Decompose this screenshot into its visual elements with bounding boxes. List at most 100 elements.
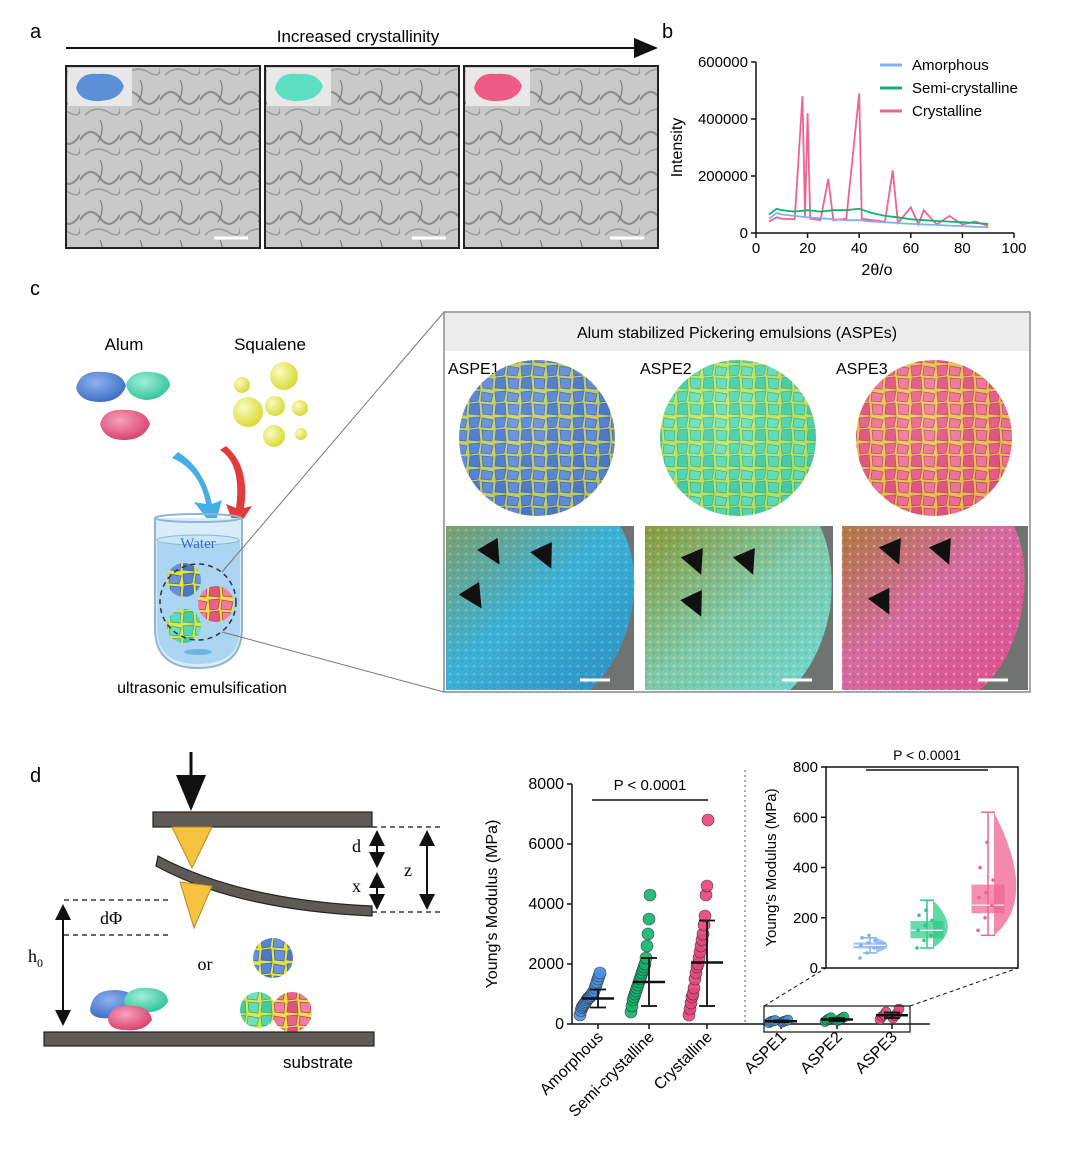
tem-image-crystalline: [463, 65, 659, 249]
squalene-droplets: [233, 362, 308, 447]
significance-label: P < 0.0001: [893, 747, 961, 763]
panel-label-c: c: [30, 278, 40, 300]
data-point: [991, 878, 995, 882]
xrd-chart: 0 200000 400000 600000 0 20 40 60 80 100 2θ/o Inten…: [669, 54, 1027, 279]
schematic-alum-particles: [90, 987, 168, 1031]
legend-entry: Crystalline: [912, 103, 982, 120]
data-point: [977, 895, 981, 900]
inset-link-right: [909, 967, 1019, 1007]
x-tick-label: ASPE1: [741, 1029, 790, 1078]
y-tick-label: 400: [793, 860, 818, 877]
z-label: z: [404, 860, 412, 880]
substrate: [43, 1031, 375, 1047]
top-tip: [171, 826, 213, 870]
aspe1-sphere: [459, 360, 615, 516]
data-point: [867, 933, 871, 938]
alum-particles: [76, 371, 170, 440]
blue-curved-arrow: [172, 452, 222, 528]
data-point: [873, 938, 877, 943]
h0-subscript: 0: [37, 956, 43, 970]
x-tick-label: 0: [752, 240, 760, 257]
y-tick-label: 8000: [528, 776, 564, 793]
y-tick-label: 600000: [698, 54, 748, 71]
data-point: [923, 923, 927, 928]
panel-label-b: b: [662, 21, 673, 43]
bottom-tip: [179, 881, 213, 930]
aspe2-label: ASPE2: [640, 361, 692, 378]
test-tube: Water: [154, 513, 243, 670]
data-point: [916, 928, 920, 933]
box: [910, 921, 944, 939]
data-point: [915, 946, 919, 950]
y-tick-label: 800: [793, 759, 818, 776]
panel-d-schematic: d x z dΦ h0 or substrate: [28, 752, 440, 1072]
inset-zoom-box: [763, 1005, 911, 1033]
data-point: [985, 840, 989, 845]
data-point: [700, 879, 714, 893]
box: [971, 884, 1005, 914]
semi-crystalline-alum-icon: [275, 73, 323, 102]
aspe3-label: ASPE3: [836, 361, 888, 378]
tem-image-semi-crystalline: [264, 65, 460, 249]
sem-image-aspe2: [645, 526, 833, 690]
series-line-crystalline: [768, 93, 989, 227]
y-axis-label: Young's Modulus (MPa): [763, 788, 780, 946]
inset-link-left: [763, 967, 827, 1007]
data-point: [642, 912, 656, 926]
amorphous-alum-icon: [76, 73, 124, 102]
y-tick-label: 600: [793, 809, 818, 826]
y-tick-label: 0: [740, 225, 748, 242]
y-axis-label: Young's Modulus (MPa): [484, 820, 501, 989]
panel-label-d: d: [30, 765, 41, 787]
y-tick-label: 2000: [528, 956, 564, 973]
data-point: [976, 928, 980, 933]
crystalline-alum-icon: [474, 73, 522, 102]
tem-image-amorphous: [65, 65, 261, 249]
data-point: [929, 933, 933, 938]
alum-label: Alum: [105, 335, 144, 354]
data-point: [698, 909, 712, 923]
x-label: x: [352, 876, 361, 896]
x-tick-label: ASPE3: [852, 1029, 901, 1078]
data-point: [701, 813, 715, 827]
data-point: [865, 951, 869, 955]
data-point: [641, 927, 655, 941]
data-point: [917, 913, 921, 918]
x-tick-label: ASPE2: [797, 1029, 846, 1078]
y-tick-label: 400000: [698, 111, 748, 128]
data-point: [640, 939, 654, 953]
x-tick-label: 100: [1001, 240, 1026, 257]
data-point: [872, 946, 876, 950]
series-line-semi-crystalline: [768, 207, 989, 225]
y-tick-label: 0: [555, 1016, 564, 1033]
water-label: Water: [180, 536, 215, 552]
youngs-modulus-inset: 0 200 400 600 800 Young's Modulus (MPa) P < 0.…: [763, 747, 1019, 977]
x-tick-label: 20: [799, 240, 816, 257]
or-label: or: [198, 954, 213, 974]
legend-entry: Amorphous: [912, 57, 989, 74]
crystallinity-label: Increased crystallinity: [277, 27, 440, 46]
data-point: [984, 890, 988, 895]
data-point: [930, 918, 934, 923]
aspe-box-title: Alum stabilized Pickering emulsions (ASP…: [577, 325, 897, 342]
panel-a: Increased crystallinity: [65, 27, 659, 249]
aspe2-sphere: [660, 360, 816, 516]
y-tick-label: 4000: [528, 896, 564, 913]
zoom-line-bottom: [221, 631, 445, 693]
process-label: ultrasonic emulsification: [117, 680, 287, 697]
aspe-box: Alum stabilized Pickering emulsions (ASP…: [443, 311, 1031, 693]
top-cantilever: [152, 811, 373, 828]
y-tick-label: 0: [810, 960, 818, 977]
aspe3-sphere: [856, 360, 1012, 516]
data-point: [922, 938, 926, 943]
series-line-amorphous: [768, 212, 989, 229]
data-point: [924, 908, 928, 913]
significance-label: P < 0.0001: [614, 777, 687, 794]
d-label: d: [352, 836, 361, 856]
data-point: [983, 915, 987, 920]
data-point: [859, 943, 863, 948]
data-point: [860, 936, 864, 940]
data-point: [858, 956, 862, 960]
schematic-aspe-spheres: [240, 938, 312, 1032]
